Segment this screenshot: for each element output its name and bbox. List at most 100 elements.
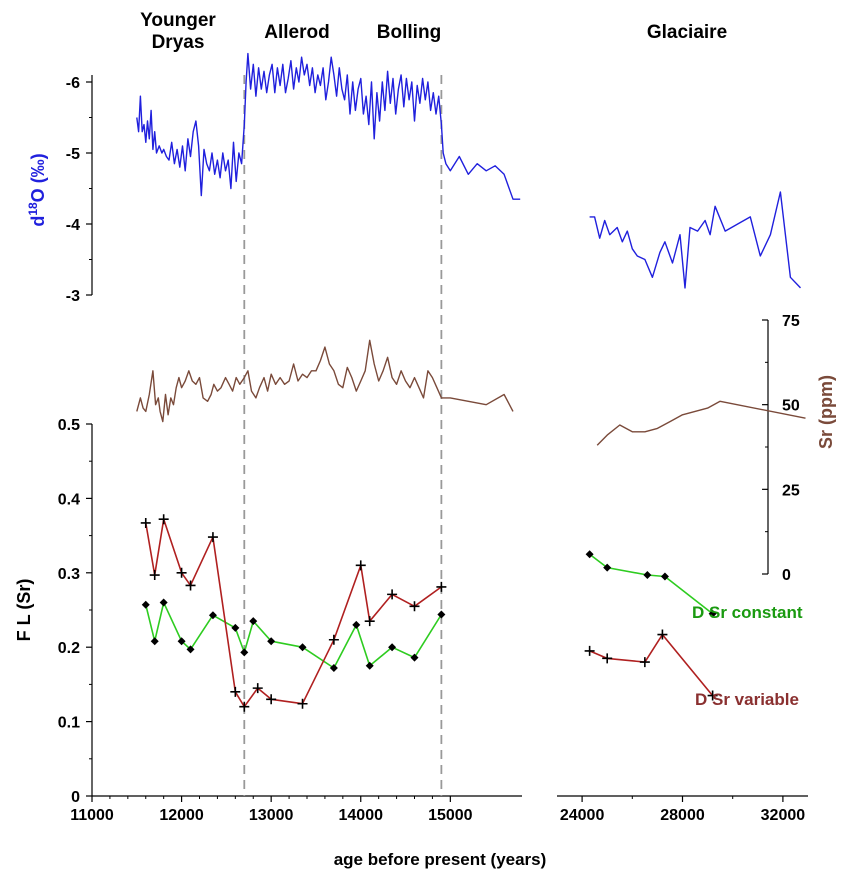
d18o-axis-label: d18O (‰) xyxy=(26,153,48,226)
d-sr-constant-marker xyxy=(643,571,652,580)
d-sr-constant-marker xyxy=(660,572,669,581)
fl-tick-label: 0 xyxy=(71,789,80,806)
sr-tick-label: 0 xyxy=(782,567,791,584)
d-sr-variable-marker xyxy=(266,694,277,705)
d-sr-constant-marker xyxy=(585,550,594,559)
d-sr-constant-marker xyxy=(177,637,186,646)
period-label-line: Allerod xyxy=(264,22,329,43)
d-sr-constant-marker xyxy=(240,648,249,657)
d-sr-constant-marker xyxy=(329,664,338,673)
d-sr-constant-marker xyxy=(141,600,150,609)
x-tick-label: 13000 xyxy=(249,807,294,824)
period-label-line: Glaciaire xyxy=(647,22,727,43)
d-sr-variable-line-right xyxy=(589,633,714,697)
d-sr-constant-marker xyxy=(208,611,217,620)
d-sr-variable-marker xyxy=(297,698,308,709)
d18o-line-left xyxy=(136,52,521,200)
sr-axis-group: 0 25 50 75 Sr (ppm) xyxy=(762,313,836,584)
d18o-tick-label: -3 xyxy=(66,288,80,305)
d18o-line-right xyxy=(589,191,802,289)
d-sr-constant-marker xyxy=(410,653,419,662)
fl-tick-label: 0.1 xyxy=(58,715,80,732)
d-sr-constant-marker xyxy=(603,563,612,572)
d-sr-constant-marker xyxy=(388,643,397,652)
fl-axis-group: 0 0.1 0.2 0.3 0.4 0.5 F L (Sr) xyxy=(14,417,93,806)
d-sr-constant-marker xyxy=(249,617,258,626)
d-sr-variable-marker xyxy=(149,570,160,581)
x-tick-label: 32000 xyxy=(761,807,806,824)
d-sr-variable-marker xyxy=(140,517,151,528)
x-tick-label: 15000 xyxy=(428,807,473,824)
period-label-line: Younger xyxy=(140,10,216,31)
d-sr-variable-marker xyxy=(657,629,668,640)
period-label-3: Glaciaire xyxy=(647,22,727,43)
markers-group xyxy=(140,514,718,712)
fl-tick-label: 0.2 xyxy=(58,640,80,657)
period-label-2: Bolling xyxy=(377,22,441,43)
period-label-0: Younger Dryas xyxy=(140,10,216,53)
d-sr-variable-marker xyxy=(252,683,263,694)
d-sr-variable-marker xyxy=(409,601,420,612)
d18o-tick-label: -4 xyxy=(66,217,80,234)
d-sr-variable-marker xyxy=(436,581,447,592)
series-label-1: D Sr variable xyxy=(695,690,799,709)
fl-axis-label: F L (Sr) xyxy=(14,579,34,642)
d-sr-variable-marker xyxy=(230,686,241,697)
sr-line-left xyxy=(136,339,514,423)
d-sr-variable-marker xyxy=(239,701,250,712)
d18o-tick-label: -6 xyxy=(66,75,80,92)
period-label-line: Dryas xyxy=(152,32,205,53)
d-sr-variable-marker xyxy=(355,560,366,571)
d-sr-constant-marker xyxy=(231,623,240,632)
x-tick-label: 11000 xyxy=(70,807,114,824)
x-tick-label: 24000 xyxy=(560,807,605,824)
period-label-line: Bolling xyxy=(377,22,441,43)
d-sr-variable-marker xyxy=(707,690,718,701)
period-label-1: Allerod xyxy=(264,22,329,43)
x-tick-label: 28000 xyxy=(660,807,705,824)
d-sr-constant-marker xyxy=(365,661,374,670)
d-sr-variable-marker xyxy=(185,580,196,591)
d-sr-constant-marker xyxy=(267,637,276,646)
d-sr-variable-marker xyxy=(328,634,339,645)
labels-group: Younger Dryas Allerod Bolling Glaciaire D Sr … xyxy=(140,10,803,709)
d-sr-constant-marker xyxy=(352,620,361,629)
d-sr-variable-marker xyxy=(387,589,398,600)
d-sr-variable-marker xyxy=(158,514,169,525)
d-sr-constant-marker xyxy=(298,643,307,652)
d18o-label-prefix: d xyxy=(28,216,48,227)
x-axis-label: age before present (years) xyxy=(334,850,547,869)
d-sr-constant-marker xyxy=(186,645,195,654)
d-sr-constant-marker xyxy=(159,598,168,607)
fl-tick-label: 0.5 xyxy=(58,417,80,434)
d-sr-variable-marker xyxy=(602,653,613,664)
d-sr-constant-line-left xyxy=(145,601,443,669)
sr-axis-label: Sr (ppm) xyxy=(816,375,836,449)
d18o-label-sup: 18 xyxy=(26,202,40,216)
d-sr-constant-marker xyxy=(437,610,446,619)
d18o-label-suffix: O (‰) xyxy=(28,153,48,202)
d-sr-variable-marker xyxy=(364,616,375,627)
x-axis-group: 11000 12000 13000 14000 15000 24000 28000 32000… xyxy=(70,795,808,869)
d18o-axis-group: -6 -5 -4 -3 d18O (‰) xyxy=(26,75,93,305)
series-group xyxy=(136,52,806,708)
d-sr-constant-marker xyxy=(150,637,159,646)
d-sr-variable-line-left xyxy=(145,518,442,708)
d-sr-constant-marker xyxy=(708,609,717,618)
fl-tick-label: 0.3 xyxy=(58,566,80,583)
fl-tick-label: 0.4 xyxy=(58,491,80,508)
sr-line-right xyxy=(596,400,806,446)
sr-tick-label: 50 xyxy=(782,398,800,415)
boundary-lines xyxy=(243,75,443,796)
d18o-tick-label: -5 xyxy=(66,146,80,163)
d-sr-variable-marker xyxy=(584,645,595,656)
d-sr-variable-marker xyxy=(176,567,187,578)
sr-tick-label: 75 xyxy=(782,313,800,330)
d-sr-variable-marker xyxy=(207,532,218,543)
x-tick-label: 14000 xyxy=(339,807,384,824)
d-sr-variable-marker xyxy=(639,657,650,668)
x-tick-label: 12000 xyxy=(159,807,204,824)
sr-tick-label: 25 xyxy=(782,482,800,499)
series-label-0: D Sr constant xyxy=(692,603,803,622)
